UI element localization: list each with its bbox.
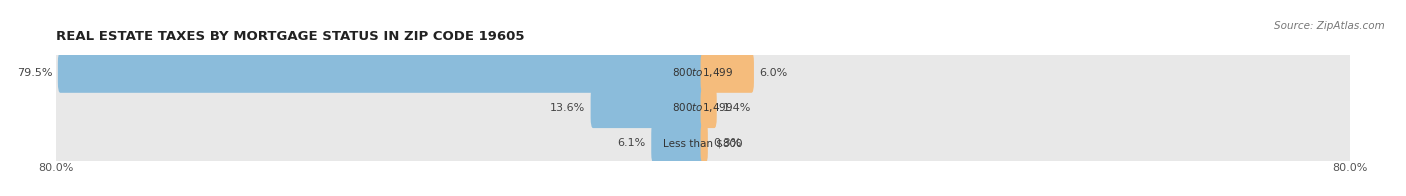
Text: REAL ESTATE TAXES BY MORTGAGE STATUS IN ZIP CODE 19605: REAL ESTATE TAXES BY MORTGAGE STATUS IN … — [56, 30, 524, 43]
Text: 79.5%: 79.5% — [17, 67, 52, 78]
Text: 6.1%: 6.1% — [617, 138, 645, 148]
FancyBboxPatch shape — [700, 87, 717, 128]
Text: Less than $800: Less than $800 — [664, 138, 742, 148]
FancyBboxPatch shape — [651, 123, 706, 163]
Text: 13.6%: 13.6% — [550, 103, 585, 113]
Text: $800 to $1,499: $800 to $1,499 — [672, 101, 734, 114]
Text: Source: ZipAtlas.com: Source: ZipAtlas.com — [1274, 21, 1385, 31]
FancyBboxPatch shape — [700, 52, 754, 93]
FancyBboxPatch shape — [52, 30, 1354, 115]
FancyBboxPatch shape — [58, 52, 706, 93]
FancyBboxPatch shape — [52, 65, 1354, 151]
Text: 1.4%: 1.4% — [723, 103, 751, 113]
FancyBboxPatch shape — [700, 123, 707, 163]
Text: 6.0%: 6.0% — [759, 67, 787, 78]
FancyBboxPatch shape — [52, 100, 1354, 186]
Text: $800 to $1,499: $800 to $1,499 — [672, 66, 734, 79]
FancyBboxPatch shape — [591, 87, 706, 128]
Legend: Without Mortgage, With Mortgage: Without Mortgage, With Mortgage — [585, 194, 821, 196]
Text: 0.3%: 0.3% — [713, 138, 742, 148]
